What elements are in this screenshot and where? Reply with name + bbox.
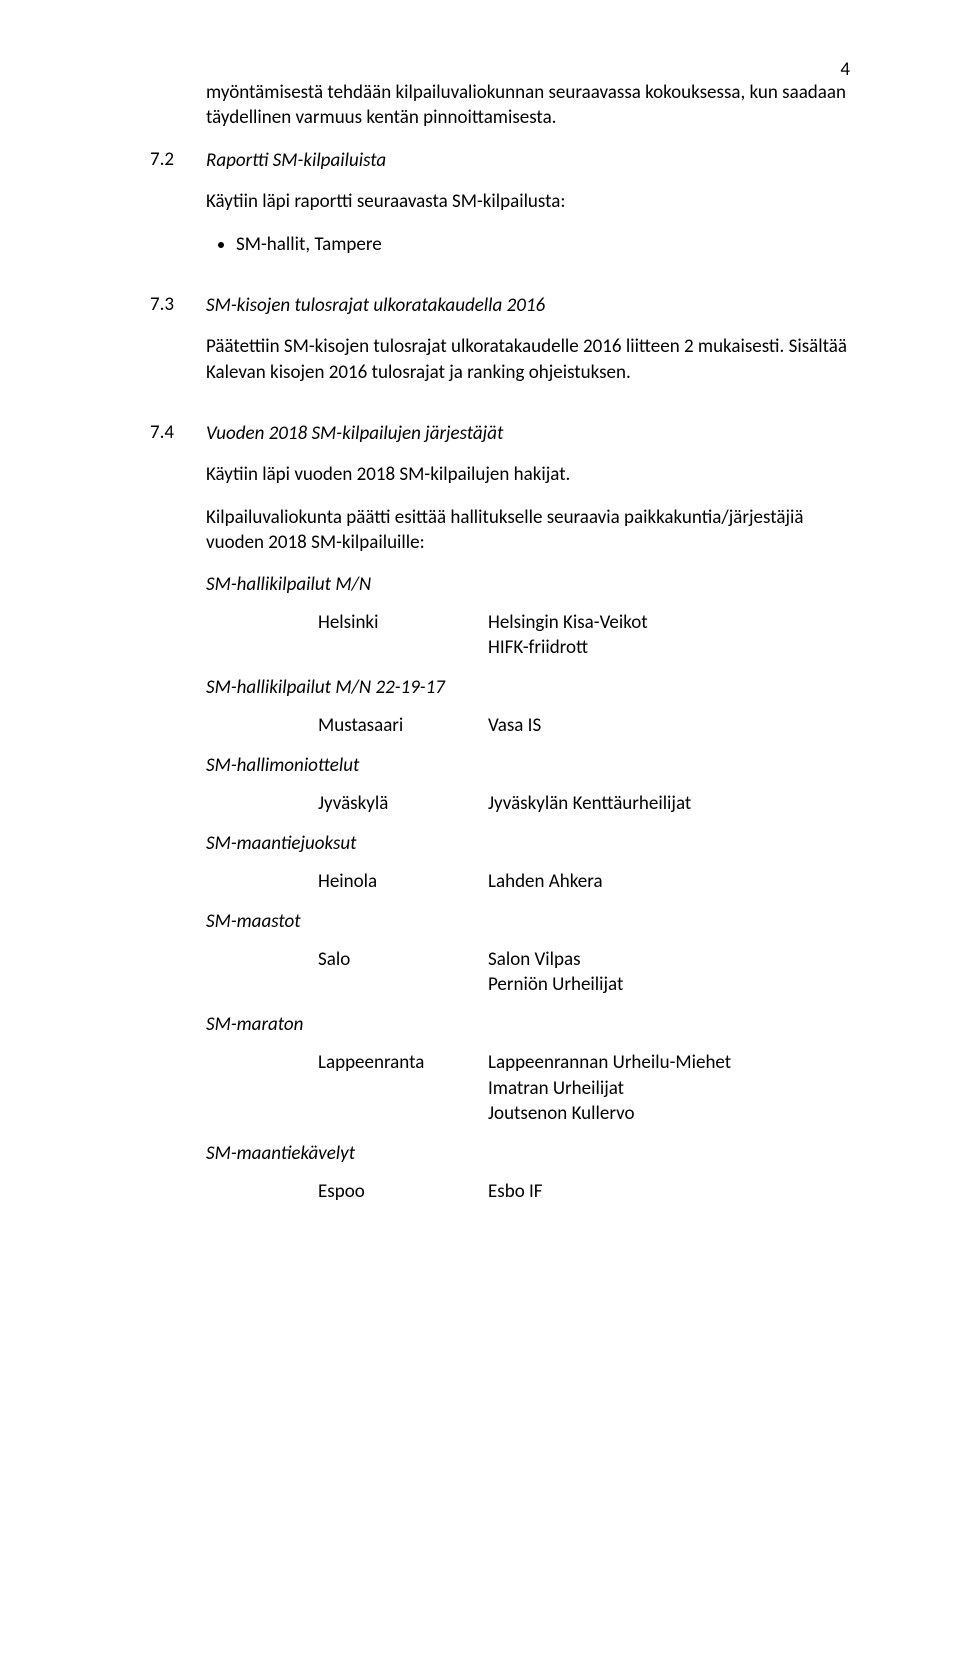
city: Mustasaari xyxy=(318,713,488,738)
city-org-pair: HeinolaLahden Ahkera xyxy=(318,869,850,894)
org: Lahden Ahkera xyxy=(488,869,850,894)
bullet-item: SM-hallit, Tampere xyxy=(236,232,850,257)
org: Salon Vilpas xyxy=(488,947,850,972)
section-7-3: 7.3 SM-kisojen tulosrajat ulkoratakaudel… xyxy=(150,293,850,402)
section-title: Raportti SM-kilpailuista xyxy=(206,148,850,173)
section-line: Käytiin läpi vuoden 2018 SM-kilpailujen … xyxy=(206,462,850,487)
city-org-pair: SaloSalon VilpasPerniön Urheilijat xyxy=(318,947,850,997)
org: Jyväskylän Kenttäurheilijat xyxy=(488,791,850,816)
event-heading: SM-hallikilpailut M/N 22-19-17 xyxy=(206,676,850,699)
section-number: 7.3 xyxy=(150,293,206,316)
org-list: Lahden Ahkera xyxy=(488,869,850,894)
city-org-pair: EspooEsbo IF xyxy=(318,1179,850,1204)
event-row: MustasaariVasa IS xyxy=(318,713,850,738)
org-list: Vasa IS xyxy=(488,713,850,738)
org: Perniön Urheilijat xyxy=(488,972,850,997)
section-7-2: 7.2 Raportti SM-kilpailuista Käytiin läp… xyxy=(150,148,850,275)
event-heading: SM-maastot xyxy=(206,910,850,933)
event-heading: SM-hallikilpailut M/N xyxy=(206,573,850,596)
org-list: Esbo IF xyxy=(488,1179,850,1204)
section-number: 7.4 xyxy=(150,421,206,444)
org-list: Jyväskylän Kenttäurheilijat xyxy=(488,791,850,816)
events-container: SM-hallikilpailut M/N HelsinkiHelsingin K… xyxy=(206,573,850,1204)
org: Lappeenrannan Urheilu-Miehet xyxy=(488,1050,850,1075)
event-row: SaloSalon VilpasPerniön Urheilijat xyxy=(318,947,850,997)
section-number: 7.2 xyxy=(150,148,206,171)
city-org-pair: JyväskyläJyväskylän Kenttäurheilijat xyxy=(318,791,850,816)
section-paragraph: Päätettiin SM-kisojen tulosrajat ulkorat… xyxy=(206,334,850,384)
page-number: 4 xyxy=(840,58,850,81)
org: Imatran Urheilijat xyxy=(488,1076,850,1101)
org: Vasa IS xyxy=(488,713,850,738)
org: Helsingin Kisa-Veikot xyxy=(488,610,850,635)
section-7-4: 7.4 Vuoden 2018 SM-kilpailujen järjestäj… xyxy=(150,421,850,1220)
event-heading: SM-hallimoniottelut xyxy=(206,754,850,777)
org: Esbo IF xyxy=(488,1179,850,1204)
page: 4 myöntämisestä tehdään kilpailuvaliokun… xyxy=(0,0,960,1678)
city-org-pair: LappeenrantaLappeenrannan Urheilu-Miehet… xyxy=(318,1050,850,1125)
org: HIFK-friidrott xyxy=(488,635,850,660)
city: Helsinki xyxy=(318,610,488,660)
event-row: JyväskyläJyväskylän Kenttäurheilijat xyxy=(318,791,850,816)
city: Salo xyxy=(318,947,488,997)
intro-paragraph: myöntämisestä tehdään kilpailuvaliokunna… xyxy=(206,80,850,130)
spacer xyxy=(150,58,850,80)
event-row: HeinolaLahden Ahkera xyxy=(318,869,850,894)
event-row: LappeenrantaLappeenrannan Urheilu-Miehet… xyxy=(318,1050,850,1125)
city-org-pair: MustasaariVasa IS xyxy=(318,713,850,738)
city-org-pair: HelsinkiHelsingin Kisa-VeikotHIFK-friidr… xyxy=(318,610,850,660)
org: Joutsenon Kullervo xyxy=(488,1101,850,1126)
section-line: Käytiin läpi raportti seuraavasta SM-kil… xyxy=(206,189,850,214)
city: Espoo xyxy=(318,1179,488,1204)
section-line: Kilpailuvaliokunta päätti esittää hallit… xyxy=(206,505,850,555)
section-title: Vuoden 2018 SM-kilpailujen järjestäjät xyxy=(206,421,850,446)
org-list: Salon VilpasPerniön Urheilijat xyxy=(488,947,850,997)
city: Heinola xyxy=(318,869,488,894)
city: Jyväskylä xyxy=(318,791,488,816)
event-heading: SM-maantiekävelyt xyxy=(206,1142,850,1165)
event-row: EspooEsbo IF xyxy=(318,1179,850,1204)
section-title: SM-kisojen tulosrajat ulkoratakaudella 2… xyxy=(206,293,850,318)
city: Lappeenranta xyxy=(318,1050,488,1125)
org-list: Helsingin Kisa-VeikotHIFK-friidrott xyxy=(488,610,850,660)
org-list: Lappeenrannan Urheilu-MiehetImatran Urhe… xyxy=(488,1050,850,1125)
event-heading: SM-maraton xyxy=(206,1013,850,1036)
event-row: HelsinkiHelsingin Kisa-VeikotHIFK-friidr… xyxy=(318,610,850,660)
event-heading: SM-maantiejuoksut xyxy=(206,832,850,855)
bullet-list: SM-hallit, Tampere xyxy=(206,232,850,257)
